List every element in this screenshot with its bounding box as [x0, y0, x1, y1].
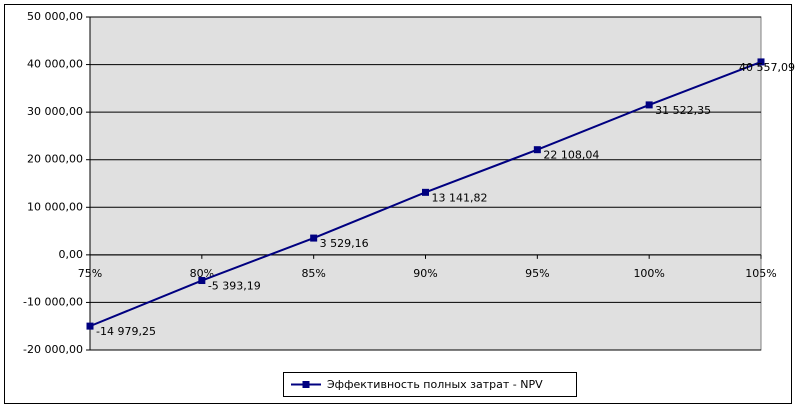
x-tick-label: 100%: [633, 267, 664, 280]
data-point: [422, 188, 429, 196]
plot-area: [89, 16, 762, 351]
data-label: 13 141,82: [432, 191, 488, 204]
data-label: 40 557,09: [739, 61, 795, 74]
data-label: 31 522,35: [655, 104, 711, 117]
data-label: -5 393,19: [208, 280, 261, 293]
x-tick-label: 80%: [190, 267, 214, 280]
y-tick-label: 40 000,00: [27, 58, 83, 71]
data-point: [198, 277, 206, 285]
y-tick-label: 30 000,00: [27, 105, 83, 118]
y-tick-label: -10 000,00: [23, 295, 83, 308]
y-tick-label: 20 000,00: [27, 153, 83, 166]
y-tick-label: 50 000,00: [27, 10, 83, 23]
data-point: [757, 58, 765, 66]
data-label: 22 108,04: [543, 149, 599, 162]
x-tick-label: 85%: [301, 267, 325, 280]
data-label: 3 529,16: [320, 237, 369, 250]
data-point: [310, 234, 318, 242]
x-tick-label: 75%: [78, 267, 102, 280]
y-tick-label: 0,00: [59, 248, 84, 261]
x-tick-label: 95%: [525, 267, 549, 280]
legend-marker: [302, 381, 310, 388]
x-tick-label: 90%: [413, 267, 437, 280]
data-point: [645, 101, 653, 109]
data-point: [86, 322, 94, 330]
y-tick-label: -20 000,00: [23, 343, 83, 356]
data-point: [533, 146, 541, 154]
legend-label: Эффективность полных затрат - NPV: [327, 378, 543, 391]
data-label: -14 979,25: [96, 325, 156, 338]
x-tick-label: 105%: [745, 267, 776, 280]
legend-box: [283, 372, 577, 397]
y-tick-label: 10 000,00: [27, 200, 83, 213]
